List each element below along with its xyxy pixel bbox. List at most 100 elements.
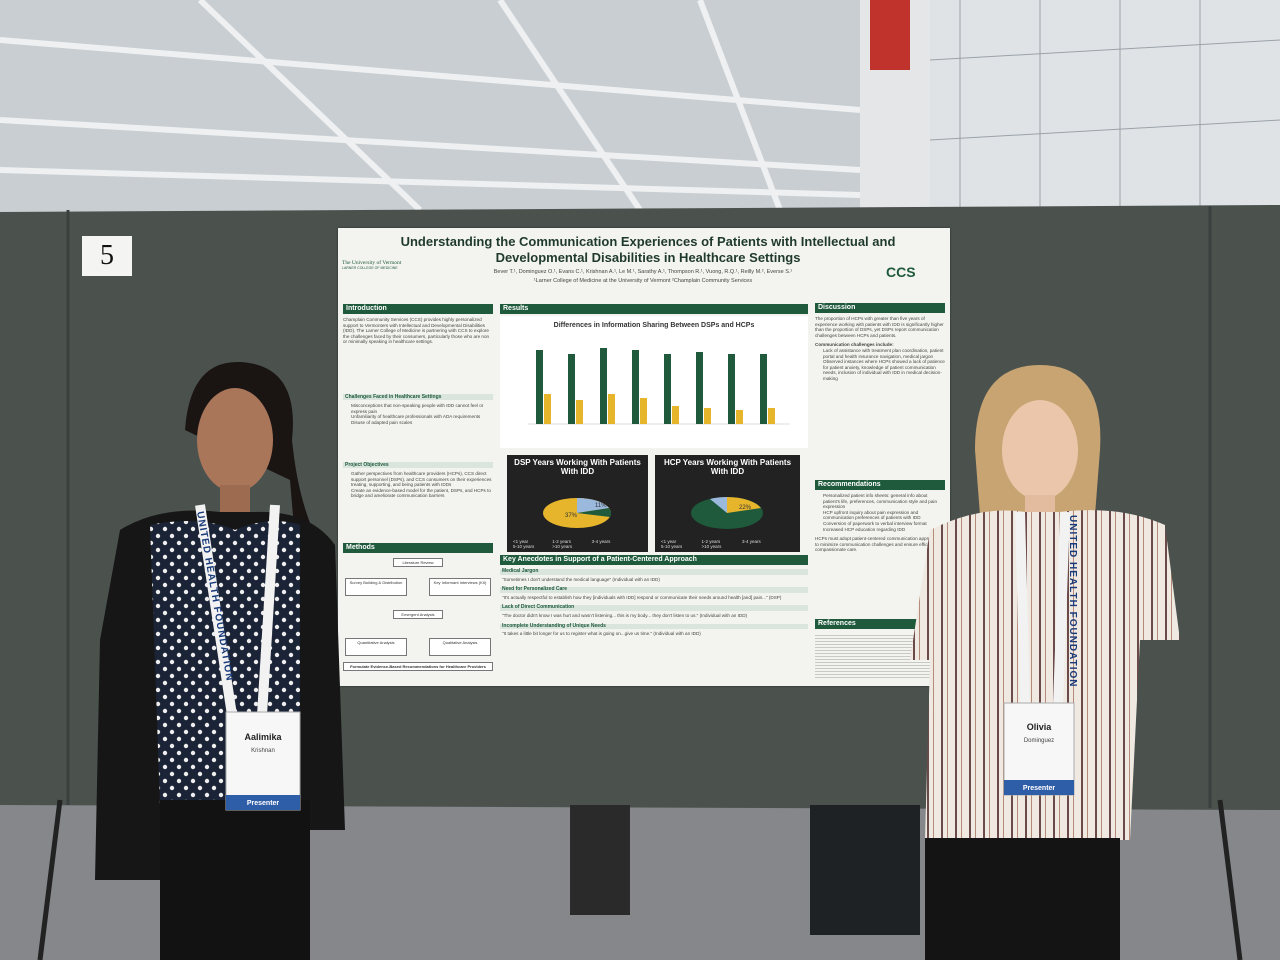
pie-slice [710, 497, 727, 513]
section-heading: Key Anecdotes in Support of a Patient-Ce… [500, 555, 808, 565]
truss [197, 0, 423, 213]
anecdote-title: Incomplete Understanding of Unique Needs [500, 623, 808, 630]
list-item: Increased HCP education regarding IDD [823, 527, 945, 533]
subheading: Communication challenges include: [815, 342, 894, 348]
pie: 37% 11% [543, 498, 612, 528]
section-heading: Results [500, 304, 808, 314]
bar [760, 354, 767, 424]
list-item: Disuse of adapted pain scales [351, 420, 493, 426]
section-heading: Methods [343, 543, 493, 553]
section-body: Personalized patient info sheets: genera… [815, 493, 945, 615]
list-item: 5-10 years [513, 544, 535, 549]
pie-legend: <1 year 1-2 years 3-4 years 5-10 years >10 y… [513, 539, 644, 549]
badge-band [1004, 780, 1074, 795]
list-item: 3-4 years [742, 539, 761, 544]
board-number: 5 [100, 240, 114, 271]
list-item: HCP upfront inquiry about pain expressio… [823, 510, 945, 521]
board-seams [66, 206, 1212, 808]
badge-band [226, 795, 300, 810]
lanyard [1015, 511, 1030, 706]
subheading: Challenges Faced in Healthcare Settings [343, 394, 493, 400]
list-item: Gather perspectives from healthcare prov… [351, 471, 493, 488]
method-step: Qualitative Analysis [429, 638, 491, 656]
bar [672, 406, 679, 424]
window-grid [929, 0, 1280, 215]
list: Lack of assistance with treatment plan c… [815, 348, 945, 382]
chart-title: Differences in Information Sharing Betwe… [553, 322, 755, 329]
subheading: Project Objectives [343, 462, 493, 468]
background-person-legs [570, 805, 630, 915]
bar [736, 410, 743, 424]
list: Misconceptions that non-speaking people … [343, 403, 493, 425]
list-item: Unfamiliarity of healthcare professional… [351, 414, 493, 420]
anecdote-title: Need for Personalized Care [500, 587, 808, 593]
lanyard [257, 504, 280, 716]
pie-slice [577, 508, 612, 517]
anecdote-quote: "Sometimes I don't understand the medica… [502, 576, 660, 582]
truss [0, 117, 861, 173]
bar [576, 400, 583, 424]
anecdote-title: Lack of Direct Communication [500, 605, 808, 611]
pie-label: 37% [565, 513, 578, 519]
pie-panel: HCP Years Working With Patients With IDD… [655, 455, 800, 552]
badge [225, 711, 301, 811]
poster: Understanding the Communication Experien… [338, 228, 950, 686]
transom [929, 119, 1280, 141]
bar [632, 350, 639, 424]
list-item: 1-2 years [701, 539, 721, 544]
list-item: 5-10 years [661, 544, 683, 549]
method-step: Survey Building & Distribution [345, 578, 407, 596]
exit-sign [870, 0, 910, 70]
logo-left: The University of Vermont LARNER COLLEGE… [342, 260, 442, 270]
list-item: Create an evidence-based model for the p… [351, 488, 493, 499]
list-item: Lack of assistance with treatment plan c… [823, 348, 945, 359]
pie-slice [727, 497, 761, 513]
section-body: The proportion of HCPs with greater than… [815, 316, 945, 476]
pie-label: 11% [595, 503, 607, 509]
lanyard-text: UNITED HEALTH FOUNDATION [1067, 515, 1078, 688]
bar [600, 348, 607, 424]
method-step: Emergent Analysis [393, 610, 443, 619]
bar [608, 394, 615, 424]
bar [568, 354, 575, 424]
bar [696, 352, 703, 424]
list-item: >10 years [552, 544, 573, 549]
list: Gather perspectives from healthcare prov… [343, 471, 493, 499]
bar [664, 354, 671, 424]
leg [37, 799, 63, 960]
anecdotes: Medical Jargon "Sometimes I don't underst… [500, 567, 808, 682]
badge-surname: Krishnan [251, 748, 275, 754]
section-text: The proportion of HCPs with greater than… [815, 316, 944, 338]
list-item: 3-4 years [591, 539, 611, 544]
board-legs [37, 799, 1243, 960]
pie-title: DSP Years Working With Patients With IDD [514, 458, 641, 476]
background-person-legs [810, 805, 920, 935]
face [1002, 400, 1078, 500]
pie-legend: <1 year 1-2 years 3-4 years 5-10 years >10 y… [661, 539, 796, 549]
bar [544, 394, 551, 424]
section-heading: Recommendations [815, 480, 945, 490]
logo-right: CCS [886, 264, 916, 280]
lanyard [195, 504, 237, 716]
poster-title: Understanding the Communication Experien… [400, 234, 896, 265]
bullet-list: Gather perspectives from healthcare prov… [343, 471, 493, 539]
method-step: Literature Review [393, 558, 443, 567]
methods-diagram: Literature Review Survey Building & Dist… [343, 556, 493, 681]
affiliation: ¹Larner College of Medicine at the Unive… [533, 278, 753, 284]
badge-surname: Dominguez [1024, 738, 1054, 744]
bar [640, 398, 647, 424]
list-item: Observed instances where HCPs showed a l… [823, 359, 945, 381]
method-step: Formulate Evidence-Based Recommendations… [343, 662, 493, 671]
bar-group [536, 348, 775, 424]
pie-label: 22% [739, 505, 752, 511]
face [197, 388, 273, 492]
list-item: 1-2 years [552, 539, 572, 544]
pants [925, 838, 1120, 960]
section-text: HCPs must adopt patient-centered communi… [815, 536, 944, 553]
badge-name: Olivia [1027, 722, 1053, 732]
logo-subtext: LARNER COLLEGE OF MEDICINE [342, 266, 398, 270]
pie: 22% [691, 497, 763, 529]
